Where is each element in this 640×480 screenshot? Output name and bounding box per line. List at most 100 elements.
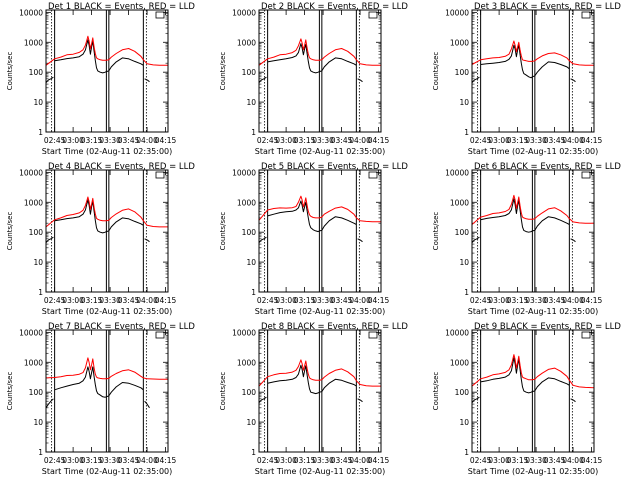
x-tick-label: 03:00: [488, 296, 510, 305]
y-tick-label: 10: [459, 98, 469, 107]
y-tick-label: 100: [29, 228, 44, 237]
detector-panel: Det 9 BLACK = Events, RED = LLD Counts/se…: [432, 322, 621, 476]
lld-series-line: [258, 195, 381, 223]
y-tick-label: 1000: [450, 198, 469, 207]
x-tick-label: 02:45: [470, 296, 492, 305]
events-series-line: [570, 238, 576, 243]
detector-panel: Det 6 BLACK = Events, RED = LLD Counts/se…: [432, 162, 621, 316]
events-series-line: [54, 366, 144, 398]
y-tick-label: 10: [33, 258, 43, 267]
x-tick-label: 03:00: [488, 136, 510, 145]
x-tick-label: 04:00: [349, 456, 371, 465]
x-axis-label: Start Time (02-Aug-11 02:35:00): [255, 467, 386, 476]
x-tick-label: 04:15: [155, 136, 177, 145]
y-tick-label: 100: [29, 68, 44, 77]
corner-box-icon: [581, 11, 591, 19]
plot-frame: [45, 329, 169, 453]
events-series-line: [570, 398, 576, 403]
y-tick-label: 10: [459, 258, 469, 267]
lld-series-line: [45, 357, 168, 380]
y-tick-label: 10000: [445, 328, 469, 337]
events-series-line: [267, 364, 357, 395]
x-tick-label: 04:15: [368, 136, 390, 145]
x-tick-label: 03:30: [99, 456, 121, 465]
events-series-line: [480, 44, 570, 79]
x-tick-label: 03:45: [331, 456, 353, 465]
corner-box-icon: [155, 11, 165, 19]
x-tick-label: 02:45: [257, 456, 279, 465]
events-series-line: [258, 76, 267, 83]
x-tick-label: 03:45: [331, 136, 353, 145]
y-tick-label: 100: [242, 68, 257, 77]
events-series-line: [471, 236, 480, 243]
panel-title: Det 9 BLACK = Events, RED = LLD: [474, 322, 621, 332]
y-axis-label: Counts/sec: [6, 372, 14, 411]
x-tick-label: 03:00: [62, 136, 84, 145]
y-axis-label: Counts/sec: [432, 52, 440, 91]
x-tick-label: 03:00: [62, 296, 84, 305]
detector-panel: Det 3 BLACK = Events, RED = LLD Counts/se…: [432, 2, 621, 156]
panel-title: Det 1 BLACK = Events, RED = LLD: [48, 2, 195, 12]
y-tick-label: 10: [33, 418, 43, 427]
x-tick-label: 03:00: [275, 456, 297, 465]
panel-title: Det 4 BLACK = Events, RED = LLD: [48, 162, 195, 172]
y-tick-label: 1000: [24, 358, 43, 367]
events-series-line: [45, 76, 54, 83]
y-tick-label: 1000: [24, 38, 43, 47]
x-tick-label: 03:30: [99, 296, 121, 305]
panel-title: Det 3 BLACK = Events, RED = LLD: [474, 2, 621, 12]
x-tick-label: 03:00: [275, 136, 297, 145]
y-tick-label: 100: [242, 388, 257, 397]
detector-panel: Det 8 BLACK = Events, RED = LLD Counts/se…: [219, 322, 408, 476]
x-axis-label: Start Time (02-Aug-11 02:35:00): [468, 467, 599, 476]
events-series-line: [480, 198, 570, 233]
events-series-line: [144, 400, 150, 409]
x-tick-label: 04:15: [368, 296, 390, 305]
x-tick-label: 04:15: [155, 296, 177, 305]
y-tick-label: 1000: [24, 198, 43, 207]
events-series-line: [471, 396, 480, 403]
y-tick-label: 1000: [237, 358, 256, 367]
x-tick-label: 04:15: [581, 296, 603, 305]
plot-frame: [45, 169, 169, 293]
events-series-line: [471, 76, 480, 83]
y-tick-label: 10000: [445, 8, 469, 17]
y-tick-label: 100: [455, 388, 470, 397]
events-series-line: [45, 236, 54, 243]
plot-frame: [258, 169, 382, 293]
y-tick-label: 10000: [232, 8, 256, 17]
y-tick-label: 10000: [232, 328, 256, 337]
y-tick-label: 10000: [445, 168, 469, 177]
panel-title: Det 6 BLACK = Events, RED = LLD: [474, 162, 621, 172]
y-tick-label: 10: [246, 418, 256, 427]
y-tick-label: 10000: [232, 168, 256, 177]
y-tick-label: 1: [251, 288, 256, 297]
y-tick-label: 1: [464, 448, 469, 457]
y-axis-label: Counts/sec: [219, 52, 227, 91]
events-series-line: [267, 200, 357, 233]
x-tick-label: 03:45: [544, 296, 566, 305]
y-tick-label: 1: [464, 128, 469, 137]
x-tick-label: 03:15: [294, 136, 316, 145]
events-series-line: [54, 199, 144, 234]
x-tick-label: 04:00: [136, 136, 158, 145]
x-tick-label: 04:00: [349, 136, 371, 145]
y-axis-label: Counts/sec: [432, 372, 440, 411]
y-axis-label: Counts/sec: [219, 212, 227, 251]
lld-series-line: [471, 194, 594, 225]
plot-frame: [258, 329, 382, 453]
x-tick-label: 04:15: [581, 136, 603, 145]
events-series-line: [357, 78, 363, 83]
events-series-line: [357, 398, 363, 403]
corner-box-icon: [368, 11, 378, 19]
panel-title: Det 7 BLACK = Events, RED = LLD: [48, 322, 195, 332]
panel-title: Det 2 BLACK = Events, RED = LLD: [261, 2, 408, 12]
x-tick-label: 03:15: [507, 296, 529, 305]
corner-box-icon: [368, 331, 378, 339]
x-tick-label: 04:00: [562, 456, 584, 465]
x-tick-label: 04:00: [136, 296, 158, 305]
corner-box-icon: [368, 171, 378, 179]
y-tick-label: 100: [242, 228, 257, 237]
detector-panel: Det 5 BLACK = Events, RED = LLD Counts/se…: [219, 162, 408, 316]
x-axis-label: Start Time (02-Aug-11 02:35:00): [468, 307, 599, 316]
